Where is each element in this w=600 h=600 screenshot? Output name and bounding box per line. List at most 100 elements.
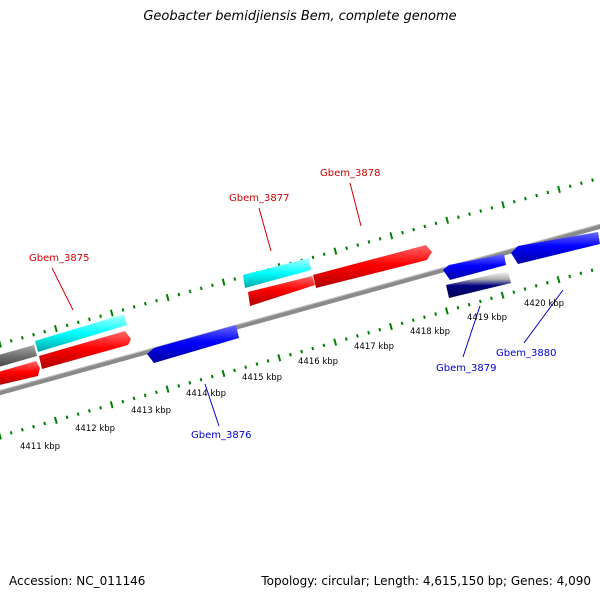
major-tick <box>556 275 561 284</box>
minor-tick <box>546 190 550 195</box>
leader-lines <box>51 182 564 427</box>
genome-backbone-highlight <box>0 223 600 392</box>
minor-tick <box>132 305 136 309</box>
minor-tick <box>479 209 483 213</box>
minor-tick <box>199 377 203 382</box>
map-title: Geobacter bemidjiensis Bem, complete gen… <box>143 9 457 24</box>
minor-tick <box>155 390 158 395</box>
minor-tick <box>210 374 214 379</box>
minor-tick <box>412 227 416 232</box>
minor-tick <box>524 196 527 201</box>
gene-arrow-gbem-3879[interactable] <box>443 254 506 280</box>
gene-arrow-gbem-3877-rna[interactable] <box>243 258 311 288</box>
minor-tick <box>43 329 47 334</box>
minor-tick <box>266 359 270 363</box>
major-tick <box>165 385 170 393</box>
gene-arrow-gbem-3876[interactable] <box>147 325 239 363</box>
label-gbem-3880[interactable]: Gbem_3880 <box>496 348 556 359</box>
gene-arrow-gbem-3875-rna[interactable] <box>35 314 127 352</box>
minor-tick <box>400 321 404 326</box>
minor-tick <box>199 286 203 291</box>
axis-label-4414: 4414 kbp <box>186 389 226 399</box>
minor-tick <box>132 396 136 401</box>
minor-tick <box>76 320 80 325</box>
minor-tick <box>289 352 292 357</box>
minor-tick <box>20 427 24 432</box>
axis-label-4416: 4416 kbp <box>298 357 338 367</box>
minor-tick <box>356 334 359 338</box>
minor-tick <box>43 421 47 426</box>
axis-label-4420: 4420 kbp <box>524 299 564 309</box>
minor-tick <box>478 299 482 304</box>
minor-tick <box>233 277 237 281</box>
minor-tick <box>99 314 102 318</box>
minor-tick <box>378 327 382 332</box>
minor-tick <box>143 301 147 306</box>
minor-tick <box>457 215 460 219</box>
major-tick <box>501 201 505 209</box>
gene-arrow-gbem-3875[interactable] <box>39 331 131 369</box>
major-tick <box>0 340 2 348</box>
minor-tick <box>121 308 125 312</box>
leader-gbem-3875 <box>51 267 74 311</box>
major-tick <box>333 338 338 346</box>
label-gbem-3878[interactable]: Gbem_3878 <box>320 168 380 179</box>
minor-tick <box>568 184 572 189</box>
label-gbem-3877[interactable]: Gbem_3877 <box>229 193 289 204</box>
minor-tick <box>155 298 158 303</box>
minor-tick <box>311 255 315 260</box>
gene-arrow-gray-left[interactable] <box>0 345 37 368</box>
major-tick <box>389 322 393 331</box>
axis-label-4417: 4417 kbp <box>354 342 394 352</box>
minor-tick <box>434 312 438 316</box>
minor-tick <box>121 399 125 404</box>
major-tick <box>277 354 282 362</box>
minor-tick <box>244 365 248 369</box>
minor-tick <box>490 296 493 301</box>
axis-label-4419: 4419 kbp <box>467 313 507 323</box>
major-tick <box>221 278 226 286</box>
minor-tick <box>255 362 259 366</box>
axis-label-4411: 4411 kbp <box>20 442 60 452</box>
minor-tick <box>188 289 192 294</box>
leader-gbem-3878 <box>349 182 362 227</box>
minor-tick <box>65 415 69 420</box>
major-tick <box>389 232 394 240</box>
leader-gbem-3876 <box>204 383 220 427</box>
accession-label: Accession: NC_011146 <box>9 574 146 588</box>
gene-arrow-gbem-3878[interactable] <box>313 245 432 288</box>
gene-labels: Gbem_3875 Gbem_3877 Gbem_3878 Gbem_3876 … <box>29 168 556 441</box>
minor-tick <box>188 381 192 385</box>
major-tick <box>221 369 226 378</box>
label-gbem-3875[interactable]: Gbem_3875 <box>29 253 89 264</box>
minor-tick <box>423 315 426 319</box>
gene-arrow-gbem-3877[interactable] <box>248 276 315 306</box>
gene-arrow-red-left-lower[interactable] <box>0 361 40 386</box>
minor-tick <box>535 193 539 198</box>
major-tick <box>54 324 58 333</box>
gene-arrow-gbem-3880[interactable] <box>511 232 600 264</box>
axis-label-4415: 4415 kbp <box>242 373 282 383</box>
genome-summary: Topology: circular; Length: 4,615,150 bp… <box>261 574 591 588</box>
major-tick <box>444 307 449 315</box>
minor-tick <box>411 318 415 323</box>
minor-tick <box>367 330 371 335</box>
minor-tick <box>344 337 348 341</box>
major-tick <box>0 432 2 440</box>
gene-arrow-gbem-3879-shadow[interactable] <box>446 271 511 298</box>
axis-label-4418: 4418 kbp <box>410 327 450 337</box>
forward-strand-genes <box>0 245 432 386</box>
minor-tick <box>9 431 13 435</box>
major-tick <box>165 293 170 302</box>
minor-tick <box>590 268 594 273</box>
label-gbem-3876[interactable]: Gbem_3876 <box>191 430 251 441</box>
minor-tick <box>423 224 427 229</box>
minor-tick <box>579 271 583 276</box>
major-tick <box>109 401 114 409</box>
minor-tick <box>322 343 326 348</box>
minor-tick <box>345 246 348 250</box>
major-tick <box>445 216 450 224</box>
minor-tick <box>568 274 572 279</box>
label-gbem-3879[interactable]: Gbem_3879 <box>436 363 496 374</box>
